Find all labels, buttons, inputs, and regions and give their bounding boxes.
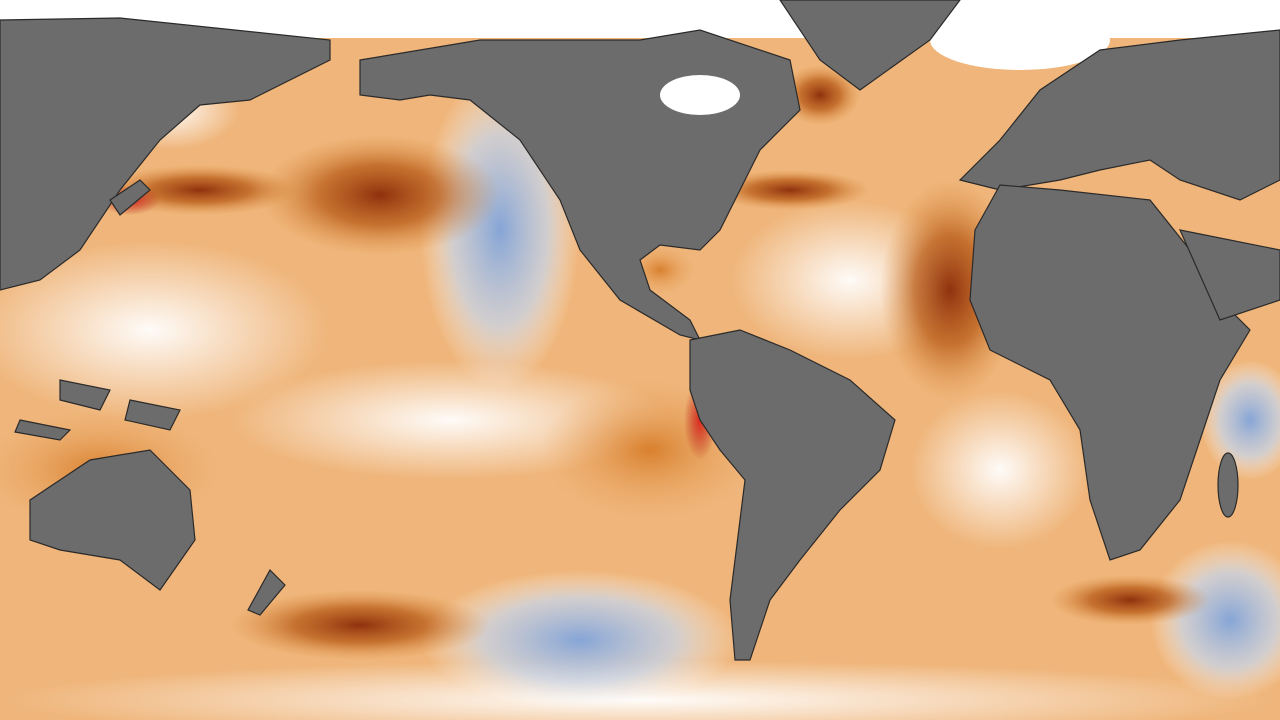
eurasia — [958, 29, 1280, 201]
ice — [0, 0, 1280, 120]
madagascar — [1217, 452, 1239, 518]
indonesia — [14, 379, 181, 441]
new-zealand — [247, 569, 286, 616]
japan — [109, 179, 151, 216]
hudson-bay — [660, 75, 740, 115]
africa — [969, 184, 1251, 561]
greenland — [779, 0, 961, 91]
land — [0, 0, 1280, 661]
asia-east — [0, 17, 331, 291]
south-america — [689, 329, 896, 661]
australia — [29, 449, 196, 591]
arabia — [1178, 229, 1280, 321]
